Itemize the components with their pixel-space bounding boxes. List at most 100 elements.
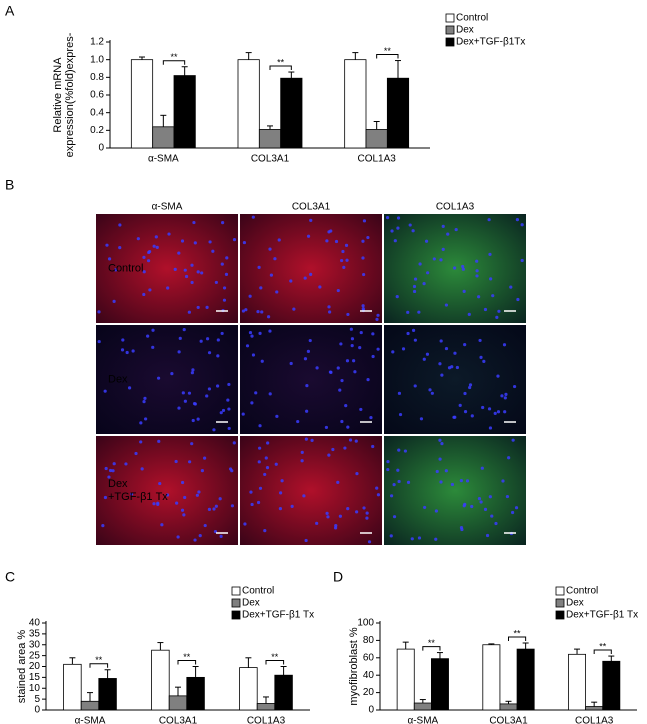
nucleus	[308, 338, 312, 343]
nucleus	[250, 502, 254, 507]
nucleus	[139, 421, 143, 425]
nucleus	[142, 400, 146, 404]
nucleus	[515, 217, 520, 222]
bar	[499, 703, 518, 711]
nucleus	[304, 538, 308, 543]
nucleus	[125, 350, 129, 355]
nucleus	[398, 412, 403, 417]
significance-label: **	[170, 52, 178, 62]
micrograph	[240, 214, 382, 323]
micrograph-background	[96, 325, 238, 434]
nucleus	[438, 438, 442, 442]
significance-bracket	[162, 60, 186, 65]
nucleus	[180, 239, 185, 243]
significance-bracket	[177, 660, 197, 665]
nucleus	[196, 305, 200, 310]
nucleus	[166, 286, 170, 290]
nucleus	[346, 312, 350, 317]
nucleus	[256, 310, 260, 314]
error-bar	[505, 700, 512, 704]
nucleus	[338, 514, 342, 518]
nucleus	[305, 384, 309, 388]
nucleus	[103, 389, 107, 393]
nucleus	[309, 218, 313, 222]
nucleus	[142, 270, 146, 274]
nucleus	[187, 391, 192, 395]
nucleus	[241, 309, 246, 313]
nucleus	[108, 468, 113, 473]
nucleus	[328, 310, 332, 314]
nucleus	[397, 391, 402, 395]
nucleus	[493, 411, 497, 415]
nucleus	[192, 401, 197, 406]
micrograph-background	[240, 214, 382, 323]
micrograph	[384, 214, 526, 323]
nucleus	[386, 467, 390, 472]
nucleus	[266, 441, 270, 445]
nucleus	[184, 274, 189, 279]
nucleus	[393, 239, 397, 243]
nucleus	[413, 384, 417, 388]
nucleus	[266, 315, 271, 319]
bar	[568, 653, 587, 711]
nucleus	[365, 516, 369, 520]
nucleus	[279, 491, 283, 495]
micrograph-background	[96, 436, 238, 545]
nucleus	[342, 265, 346, 270]
nucleus	[391, 350, 395, 354]
nucleus	[392, 483, 396, 487]
nucleus	[275, 414, 279, 418]
error-bar	[395, 60, 401, 79]
significance-label: **	[183, 652, 191, 662]
bar	[585, 706, 604, 711]
nucleus	[452, 415, 456, 419]
bar	[258, 129, 282, 149]
legend-swatch	[231, 610, 241, 620]
nucleus	[338, 388, 342, 392]
nucleus	[413, 338, 417, 342]
nucleus	[198, 534, 202, 538]
nucleus	[303, 357, 308, 361]
micrograph-background	[240, 325, 382, 434]
row-label: Dex	[108, 373, 128, 385]
nucleus	[218, 497, 222, 501]
nucleus	[461, 264, 465, 269]
nucleus	[397, 448, 401, 452]
nucleus	[257, 460, 261, 464]
nucleus	[344, 243, 349, 247]
nucleus	[250, 401, 254, 405]
nucleus	[200, 469, 204, 473]
nucleus	[242, 240, 247, 245]
significance-bracket	[508, 636, 527, 642]
nucleus	[487, 407, 492, 411]
micrograph-background	[96, 214, 238, 323]
nucleus	[292, 307, 296, 311]
nucleus	[263, 472, 267, 477]
nucleus	[470, 504, 474, 509]
nucleus	[211, 249, 215, 253]
nucleus	[158, 481, 162, 486]
nucleus	[488, 495, 492, 499]
nucleus	[454, 227, 458, 232]
nucleus	[487, 218, 491, 222]
nucleus	[361, 256, 365, 260]
nucleus	[97, 339, 101, 344]
nucleus	[355, 510, 359, 514]
error-bar	[175, 686, 181, 696]
nucleus	[139, 440, 143, 444]
y-axis-label: Relative mRNA	[52, 57, 64, 133]
nucleus	[505, 494, 510, 499]
nucleus	[424, 239, 429, 243]
nucleus	[216, 338, 220, 342]
nucleus	[354, 439, 358, 443]
nucleus	[188, 460, 192, 464]
nucleus	[203, 456, 207, 460]
nucleus	[148, 288, 152, 292]
nucleus	[336, 288, 340, 293]
nucleus	[220, 262, 224, 266]
error-bar	[373, 121, 380, 130]
significance-label: **	[95, 655, 103, 665]
nucleus	[503, 396, 507, 400]
nucleus	[450, 482, 455, 487]
nucleus	[191, 368, 195, 372]
